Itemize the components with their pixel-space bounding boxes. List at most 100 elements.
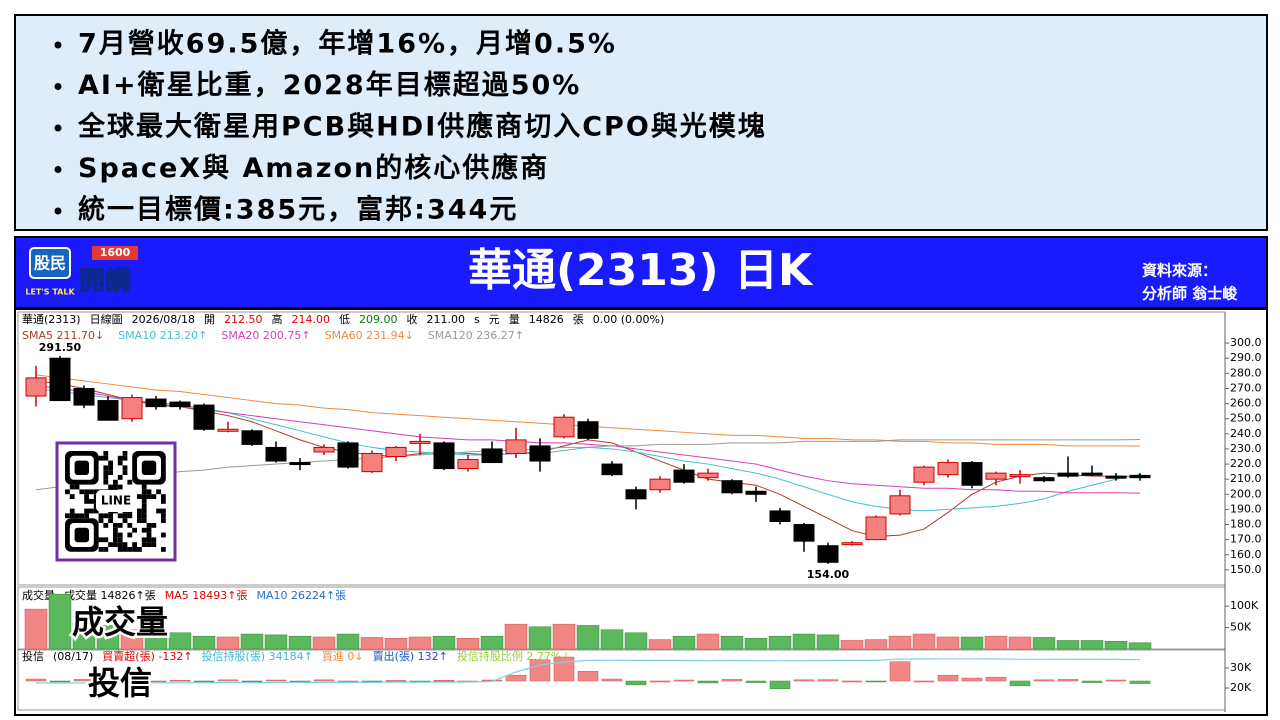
candle-body: [793, 524, 815, 542]
bullet-box: [14, 14, 1268, 231]
qr-module: [161, 547, 166, 552]
qr-module: [117, 513, 123, 519]
qr-module: [146, 527, 152, 533]
bar: [817, 679, 839, 682]
qr-module: [161, 518, 166, 523]
bar: [145, 680, 167, 683]
bar: [865, 680, 887, 683]
bar: [480, 635, 504, 650]
qr-module: [156, 508, 161, 514]
qr-module: [141, 484, 147, 490]
qr-module: [132, 527, 137, 533]
qr-module: [141, 503, 147, 509]
qr-module: [84, 508, 89, 514]
candle-body: [265, 446, 287, 462]
bar: [408, 636, 432, 650]
qr-module: [93, 489, 99, 495]
bar: [1128, 642, 1152, 650]
candle-body: [841, 542, 863, 546]
bar: [360, 637, 384, 650]
bar: [120, 629, 144, 650]
qr-module: [127, 547, 133, 552]
bar: [649, 680, 671, 683]
qr-module: [141, 542, 147, 547]
candle-body: [1105, 475, 1127, 479]
candle-body: [697, 472, 719, 479]
header-item: 投信: [22, 649, 44, 663]
bar: [240, 633, 264, 650]
qr-module: [65, 489, 70, 495]
candle-body: [385, 446, 407, 458]
legend-item: SMA5 211.70↓: [22, 329, 104, 342]
bar: [841, 680, 863, 683]
bar: [672, 635, 696, 650]
bar: [433, 679, 455, 682]
y-tick-label: 290.0: [1230, 351, 1262, 364]
qr-module: [69, 513, 75, 519]
qr-module: [146, 542, 152, 547]
candle-body: [937, 462, 959, 476]
qr-module: [117, 484, 123, 490]
qr-module: [132, 547, 137, 552]
qr-module: [161, 513, 166, 519]
legend: SMA5 211.70↓ SMA10 213.20↑ SMA20 200.75↑ SM…: [22, 329, 524, 342]
qr-module: [84, 499, 89, 504]
qr-module: [161, 499, 166, 504]
bar: [793, 679, 815, 682]
candle-body: [913, 466, 935, 483]
bar: [889, 661, 911, 682]
header-item: 投信持股比例 2.77%↓: [457, 649, 571, 663]
bar: [552, 623, 576, 650]
qr-module: [146, 532, 152, 538]
header-item: 買進 0↓: [322, 650, 364, 663]
bar: [313, 679, 335, 682]
header-item: 收: [406, 312, 417, 326]
high-label: 291.50: [39, 341, 82, 354]
sma-line: [35, 380, 1141, 538]
bar: [528, 626, 552, 650]
header-item: 張: [573, 313, 584, 326]
qr-module: [127, 479, 133, 485]
bar: [144, 630, 168, 650]
qr-module: [74, 513, 80, 519]
source-name: 分析師 翁士峻: [1142, 285, 1238, 303]
header-item: (08/17): [53, 650, 93, 663]
candle-body: [961, 462, 983, 486]
bar: [1081, 680, 1103, 683]
qr-module: [117, 523, 123, 528]
qr-module: [98, 455, 104, 461]
candle-body: [889, 495, 911, 515]
bar: [49, 680, 71, 683]
qr-module: [141, 527, 147, 533]
qr-module: [98, 547, 104, 552]
legend-item: SMA20 200.75↑: [221, 329, 310, 342]
qr-module: [113, 542, 118, 547]
bar: [1129, 680, 1151, 684]
sma-line: [35, 384, 1141, 494]
panel-header: 成交量 成交量 14826↑張 MA5 18493↑張 MA10 26224↑張: [22, 588, 346, 602]
candle-body: [313, 446, 335, 453]
bullet-text: SpaceX與 Amazon的核心供應商: [78, 152, 549, 184]
qr-module: [122, 455, 128, 461]
bar: [385, 680, 407, 682]
bar: [816, 634, 840, 650]
source-label: 資料來源：: [1142, 262, 1217, 280]
candle-body: [193, 404, 215, 430]
candle-body: [169, 401, 191, 408]
y-tick-label: 160.0: [1230, 548, 1262, 561]
qr-module: [137, 513, 142, 519]
qr-module: [122, 518, 128, 523]
y-tick-label: 50K: [1230, 621, 1252, 634]
legend-item: SMA120 236.27↑: [428, 329, 524, 342]
header-item: 量: [509, 313, 520, 326]
header-item: 成交量: [22, 588, 55, 602]
bar: [673, 679, 695, 682]
header-item: 低: [339, 313, 350, 326]
qr-module: [146, 494, 152, 499]
bar: [241, 680, 263, 683]
y-tick-label: 300.0: [1230, 336, 1262, 349]
qr-module: [146, 537, 152, 543]
bullet-dot: [54, 166, 62, 173]
qr-module: [103, 537, 109, 543]
bar: [745, 680, 767, 683]
